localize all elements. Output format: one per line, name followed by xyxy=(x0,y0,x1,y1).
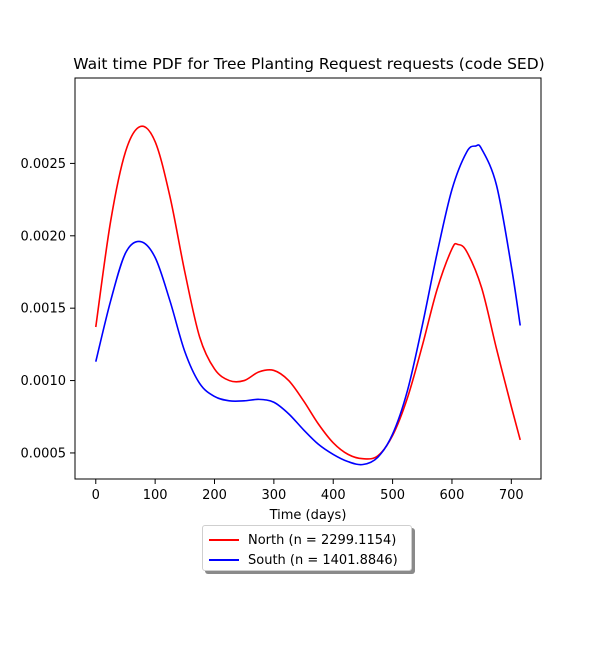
legend-swatch xyxy=(209,539,239,541)
legend-swatch xyxy=(209,559,239,561)
y-tick-label: 0.0005 xyxy=(21,446,67,461)
x-axis: 0 100 200 300 400 500 600 700 xyxy=(92,479,524,503)
x-tick-label: 200 xyxy=(202,488,227,503)
x-tick-label: 600 xyxy=(440,488,465,503)
x-tick-label: 300 xyxy=(261,488,286,503)
y-tick-label: 0.0020 xyxy=(21,229,67,244)
legend-label: South (n = 1401.8846) xyxy=(248,552,398,568)
x-tick-label: 700 xyxy=(499,488,524,503)
y-tick-label: 0.0015 xyxy=(21,302,67,317)
x-tick-label: 0 xyxy=(92,488,100,503)
y-tick-label: 0.0025 xyxy=(21,157,67,172)
series-line-south xyxy=(95,144,522,466)
y-axis: 0.0005 0.0010 0.0015 0.0020 0.0025 xyxy=(21,157,75,461)
legend-item: North (n = 2299.1154) xyxy=(209,530,405,550)
legend: North (n = 2299.1154) South (n = 1401.884… xyxy=(202,525,412,571)
x-tick-label: 400 xyxy=(321,488,346,503)
x-axis-label: Time (days) xyxy=(269,508,347,523)
legend-label: North (n = 2299.1154) xyxy=(248,532,397,548)
y-tick-label: 0.0010 xyxy=(21,374,67,389)
chart-title: Wait time PDF for Tree Planting Request … xyxy=(73,55,544,73)
series-line-north xyxy=(94,125,521,460)
x-tick-label: 100 xyxy=(143,488,168,503)
plot-area xyxy=(94,125,522,466)
x-tick-label: 500 xyxy=(380,488,405,503)
legend-item: South (n = 1401.8846) xyxy=(209,550,405,570)
plot-frame xyxy=(74,77,542,480)
